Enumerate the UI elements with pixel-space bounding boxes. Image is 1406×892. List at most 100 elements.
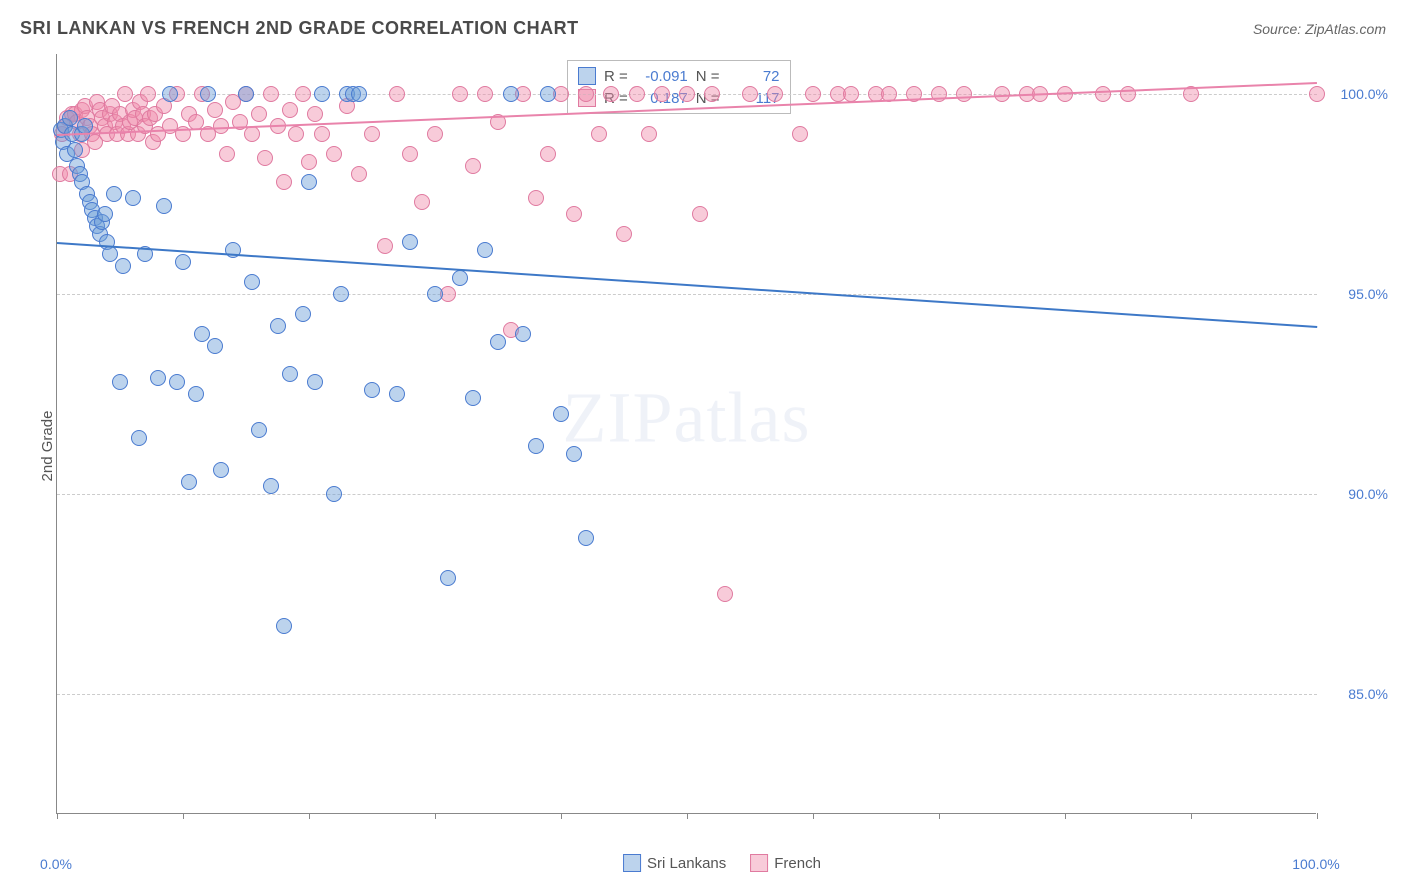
data-point-sri-lankans	[452, 270, 468, 286]
x-tick-mark	[1317, 813, 1318, 819]
data-point-sri-lankans	[566, 446, 582, 462]
legend-label-sri-lankans: Sri Lankans	[647, 855, 726, 872]
data-point-french	[465, 158, 481, 174]
data-point-sri-lankans	[156, 198, 172, 214]
data-point-french	[591, 126, 607, 142]
data-point-french	[351, 166, 367, 182]
data-point-french	[578, 86, 594, 102]
data-point-french	[276, 174, 292, 190]
data-point-sri-lankans	[295, 306, 311, 322]
data-point-french	[257, 150, 273, 166]
data-point-french	[540, 146, 556, 162]
data-point-french	[301, 154, 317, 170]
n-label: N =	[696, 68, 720, 85]
data-point-sri-lankans	[389, 386, 405, 402]
r-label: R =	[604, 68, 628, 85]
x-tick-mark	[1065, 813, 1066, 819]
data-point-sri-lankans	[326, 486, 342, 502]
data-point-sri-lankans	[169, 374, 185, 390]
swatch-sri-lankans	[623, 854, 641, 872]
y-tick-label: 85.0%	[1324, 686, 1388, 702]
y-tick-label: 100.0%	[1324, 86, 1388, 102]
series-legend: Sri Lankans French	[623, 854, 821, 872]
x-tick-max: 100.0%	[1292, 856, 1339, 872]
data-point-french	[477, 86, 493, 102]
y-tick-label: 90.0%	[1324, 486, 1388, 502]
data-point-sri-lankans	[263, 478, 279, 494]
data-point-french	[679, 86, 695, 102]
gridline	[57, 494, 1317, 495]
data-point-sri-lankans	[125, 190, 141, 206]
data-point-sri-lankans	[540, 86, 556, 102]
x-tick-mark	[1191, 813, 1192, 819]
plot-area: ZIPatlas R = -0.091 N = 72 R = 0.187 N =…	[56, 54, 1316, 814]
legend-item-sri-lankans: Sri Lankans	[623, 854, 726, 872]
data-point-french	[377, 238, 393, 254]
data-point-sri-lankans	[553, 406, 569, 422]
data-point-french	[282, 102, 298, 118]
data-point-french	[364, 126, 380, 142]
data-point-sri-lankans	[528, 438, 544, 454]
data-point-sri-lankans	[440, 570, 456, 586]
x-tick-mark	[57, 813, 58, 819]
data-point-sri-lankans	[465, 390, 481, 406]
data-point-french	[603, 86, 619, 102]
data-point-sri-lankans	[351, 86, 367, 102]
data-point-sri-lankans	[97, 206, 113, 222]
data-point-french	[244, 126, 260, 142]
y-axis-label: 2nd Grade	[39, 411, 56, 482]
data-point-french	[295, 86, 311, 102]
data-point-french	[1120, 86, 1136, 102]
data-point-sri-lankans	[115, 258, 131, 274]
data-point-french	[792, 126, 808, 142]
data-point-french	[288, 126, 304, 142]
data-point-sri-lankans	[276, 618, 292, 634]
data-point-french	[805, 86, 821, 102]
data-point-sri-lankans	[207, 338, 223, 354]
x-tick-mark	[435, 813, 436, 819]
data-point-sri-lankans	[301, 174, 317, 190]
r-value-sri-lankans: -0.091	[636, 68, 688, 85]
data-point-sri-lankans	[131, 430, 147, 446]
data-point-sri-lankans	[578, 530, 594, 546]
data-point-sri-lankans	[270, 318, 286, 334]
swatch-sri-lankans	[578, 67, 596, 85]
swatch-french	[750, 854, 768, 872]
watermark: ZIPatlas	[563, 377, 811, 460]
gridline	[57, 294, 1317, 295]
data-point-sri-lankans	[364, 382, 380, 398]
n-value-sri-lankans: 72	[728, 68, 780, 85]
data-point-french	[692, 206, 708, 222]
x-tick-mark	[939, 813, 940, 819]
x-tick-mark	[687, 813, 688, 819]
data-point-french	[629, 86, 645, 102]
data-point-french	[427, 126, 443, 142]
data-point-sri-lankans	[238, 86, 254, 102]
data-point-french	[654, 86, 670, 102]
data-point-french	[742, 86, 758, 102]
data-point-french	[389, 86, 405, 102]
data-point-sri-lankans	[112, 374, 128, 390]
data-point-french	[528, 190, 544, 206]
data-point-sri-lankans	[213, 462, 229, 478]
legend-row-sri-lankans: R = -0.091 N = 72	[578, 65, 780, 87]
x-tick-mark	[309, 813, 310, 819]
data-point-french	[219, 146, 235, 162]
data-point-french	[704, 86, 720, 102]
data-point-french	[566, 206, 582, 222]
chart-title: SRI LANKAN VS FRENCH 2ND GRADE CORRELATI…	[20, 18, 579, 39]
data-point-sri-lankans	[67, 142, 83, 158]
data-point-french	[307, 106, 323, 122]
data-point-sri-lankans	[162, 86, 178, 102]
data-point-sri-lankans	[175, 254, 191, 270]
data-point-sri-lankans	[503, 86, 519, 102]
x-tick-mark	[813, 813, 814, 819]
data-point-french	[140, 86, 156, 102]
data-point-french	[207, 102, 223, 118]
x-tick-mark	[561, 813, 562, 819]
data-point-french	[843, 86, 859, 102]
data-point-sri-lankans	[106, 186, 122, 202]
plot-container: ZIPatlas R = -0.091 N = 72 R = 0.187 N =…	[56, 54, 1388, 844]
data-point-french	[314, 126, 330, 142]
data-point-french	[263, 86, 279, 102]
